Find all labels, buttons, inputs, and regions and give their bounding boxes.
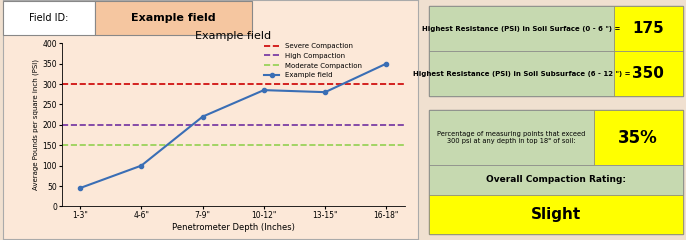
Title: Example field: Example field	[196, 31, 271, 41]
Moderate Compaction	[137, 144, 145, 147]
Text: Overall Compaction Rating:: Overall Compaction Rating:	[486, 175, 626, 184]
Legend: Severe Compaction, High Compaction, Moderate Compaction, Example field: Severe Compaction, High Compaction, Mode…	[264, 43, 362, 78]
Text: Highest Resistance (PSI) in Soil Surface (0 - 6 ") =: Highest Resistance (PSI) in Soil Surface…	[422, 25, 621, 31]
Bar	[614, 51, 683, 96]
Bar	[429, 6, 683, 96]
Text: Percentage of measuring points that exceed
300 psi at any depth in top 18" of so: Percentage of measuring points that exce…	[437, 131, 585, 144]
Text: 35%: 35%	[618, 129, 658, 147]
Text: 350: 350	[632, 66, 664, 81]
Bar	[429, 194, 683, 234]
Y-axis label: Average Pounds per square inch (PSI): Average Pounds per square inch (PSI)	[33, 59, 40, 190]
Example field	[321, 91, 329, 94]
Bar	[429, 6, 614, 51]
Example field	[76, 187, 84, 190]
Example field	[137, 164, 145, 167]
Bar	[614, 6, 683, 51]
Text: Example field: Example field	[131, 13, 216, 23]
Text: Slight: Slight	[530, 207, 581, 222]
Example field	[198, 115, 206, 118]
Moderate Compaction	[76, 144, 84, 147]
Line: Example field: Example field	[78, 61, 388, 190]
Text: Field ID:: Field ID:	[29, 13, 69, 23]
Bar	[429, 110, 594, 165]
Severe Compaction	[137, 83, 145, 85]
Severe Compaction	[76, 83, 84, 85]
X-axis label: Penetrometer Depth (Inches): Penetrometer Depth (Inches)	[172, 223, 295, 232]
Text: 175: 175	[632, 21, 664, 36]
Bar	[95, 1, 252, 35]
Example field	[382, 62, 390, 65]
Text: Highest Resistance (PSI) in Soil Subsurface (6 - 12 ") =: Highest Resistance (PSI) in Soil Subsurf…	[413, 71, 630, 77]
Bar	[594, 110, 683, 165]
Example field	[260, 89, 268, 91]
Bar	[429, 51, 614, 96]
High Compaction	[137, 123, 145, 126]
Bar	[3, 1, 95, 35]
High Compaction	[76, 123, 84, 126]
Bar	[429, 110, 683, 234]
Bar	[429, 165, 683, 194]
